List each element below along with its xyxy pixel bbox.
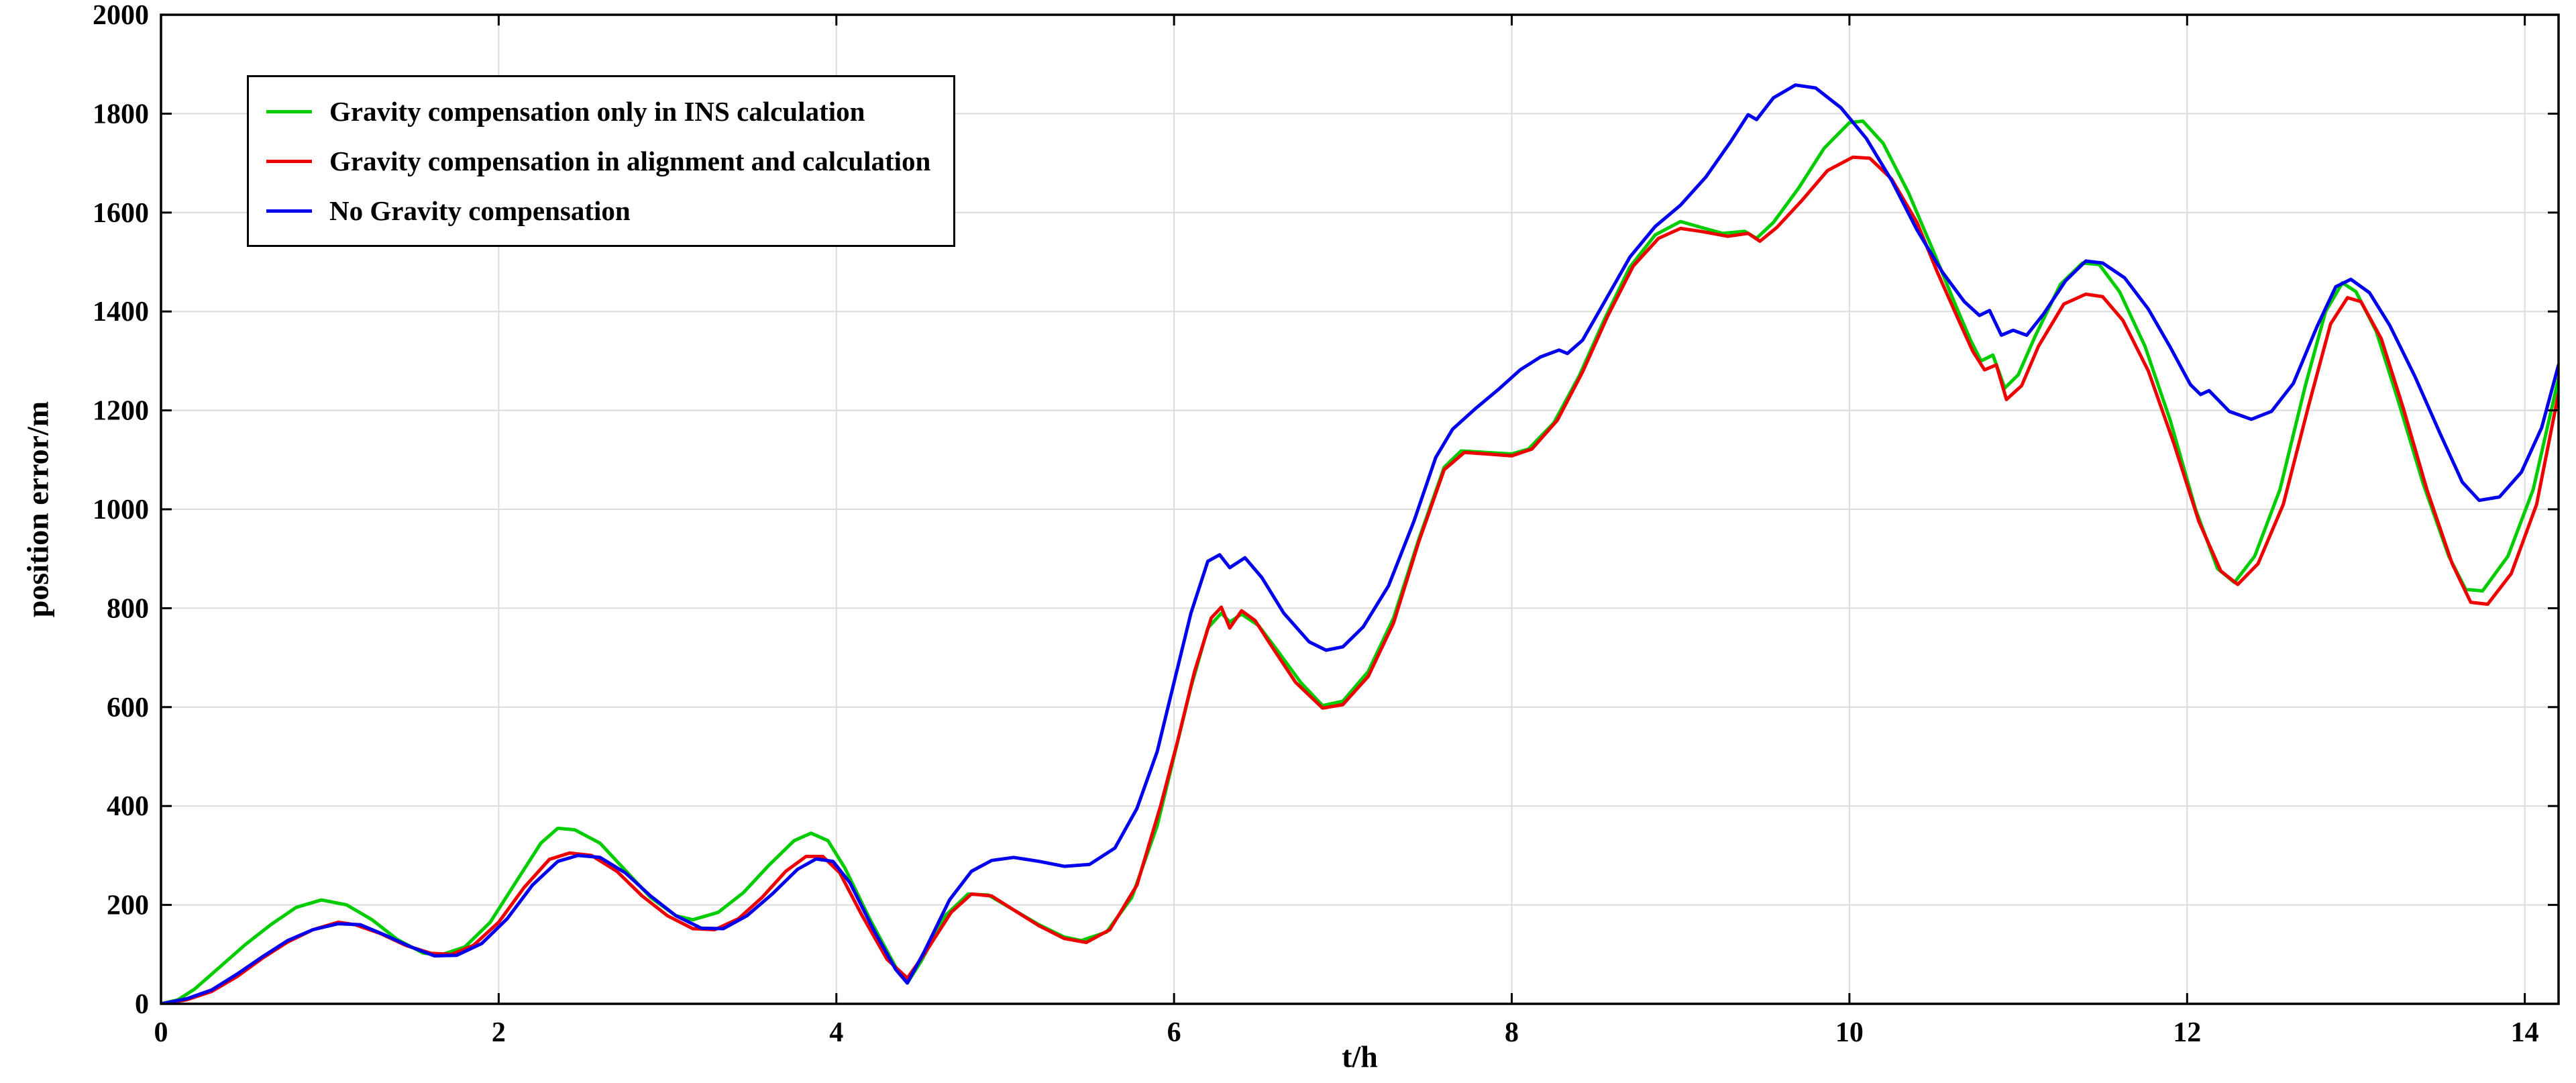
legend-item-ins-calculation: Gravity compensation only in INS calcula… bbox=[266, 87, 930, 136]
legend: Gravity compensation only in INS calcula… bbox=[247, 75, 956, 247]
y-tick-label: 600 bbox=[107, 692, 149, 723]
x-tick-label: 10 bbox=[1835, 1017, 1864, 1048]
y-tick-label: 0 bbox=[135, 989, 149, 1020]
series-line-0 bbox=[161, 119, 2559, 1004]
x-tick-label: 4 bbox=[829, 1017, 843, 1048]
legend-line-swatch-blue bbox=[266, 209, 312, 213]
x-tick-label: 6 bbox=[1167, 1017, 1181, 1048]
series-line-1 bbox=[161, 155, 2559, 1004]
y-tick-label: 1600 bbox=[93, 198, 149, 229]
x-axis-label: t/h bbox=[1342, 1039, 1378, 1074]
x-tick-label: 12 bbox=[2173, 1017, 2201, 1048]
x-tick-label: 8 bbox=[1505, 1017, 1519, 1048]
y-axis-label: position error/m bbox=[20, 401, 55, 618]
y-tick-label: 1400 bbox=[93, 297, 149, 327]
x-tick-label: 0 bbox=[154, 1017, 168, 1048]
y-tick-label: 1200 bbox=[93, 396, 149, 427]
y-tick-label: 400 bbox=[107, 791, 149, 822]
y-tick-label: 1800 bbox=[93, 99, 149, 130]
x-tick-label: 14 bbox=[2511, 1017, 2539, 1048]
y-tick-label: 800 bbox=[107, 593, 149, 624]
legend-label: Gravity compensation in alignment and ca… bbox=[329, 145, 931, 176]
legend-item-no-compensation: No Gravity compensation bbox=[266, 186, 930, 236]
legend-label: Gravity compensation only in INS calcula… bbox=[329, 95, 865, 127]
legend-label: No Gravity compensation bbox=[329, 195, 631, 226]
legend-line-swatch-red bbox=[266, 159, 312, 163]
legend-line-swatch-green bbox=[266, 109, 312, 113]
y-tick-label: 1000 bbox=[93, 495, 149, 525]
legend-item-alignment-and-calculation: Gravity compensation in alignment and ca… bbox=[266, 136, 930, 186]
y-tick-label: 200 bbox=[107, 890, 149, 921]
series-line-2 bbox=[161, 83, 2559, 1004]
y-tick-label: 2000 bbox=[93, 0, 149, 31]
x-tick-label: 2 bbox=[492, 1017, 506, 1048]
